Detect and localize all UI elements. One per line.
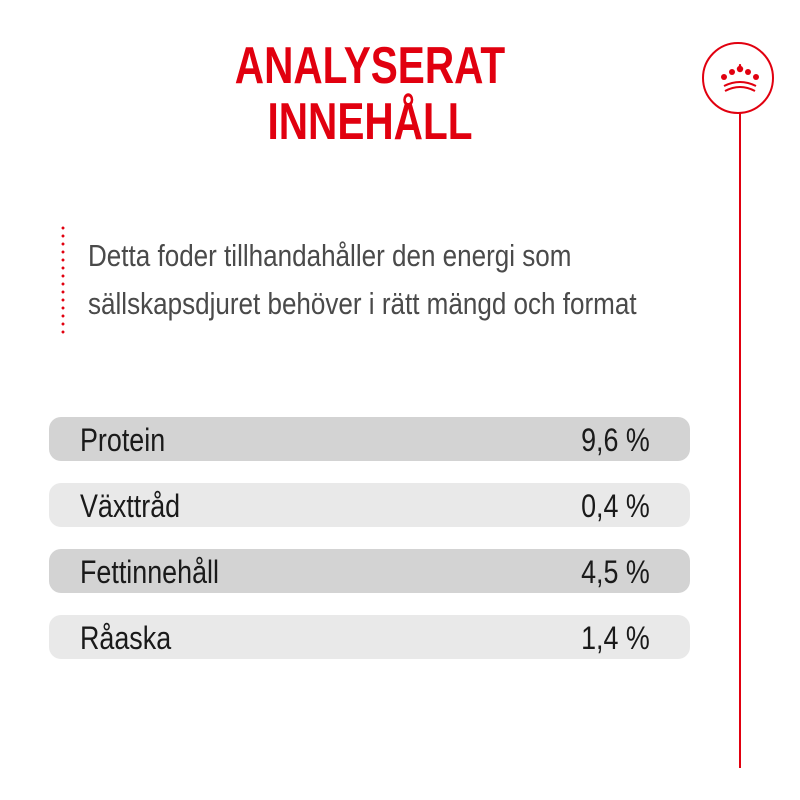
nutrient-label: Protein	[80, 422, 166, 458]
page-title: ANALYSERAT INNEHÅLL	[175, 38, 565, 150]
crown-icon	[721, 64, 759, 92]
intro-dotted-marker	[61, 224, 65, 334]
brand-divider-line	[739, 112, 741, 768]
nutrient-row-fat: Fettinnehåll 4,5 %	[49, 549, 690, 593]
intro-line-1: Detta foder tillhandahåller den energi s…	[88, 238, 572, 273]
title-line-1: ANALYSERAT	[234, 37, 506, 95]
brand-badge	[702, 42, 774, 114]
nutrient-label: Fettinnehåll	[80, 554, 219, 590]
nutrient-row-ash: Råaska 1,4 %	[49, 615, 690, 659]
title-line-2: INNEHÅLL	[267, 93, 473, 151]
nutrient-label: Växttråd	[80, 488, 181, 524]
nutrient-label: Råaska	[80, 620, 172, 656]
nutrient-row-fiber: Växttråd 0,4 %	[49, 483, 690, 527]
intro-line-2: sällskapsdjuret behöver i rätt mängd och…	[88, 286, 637, 321]
nutrient-value: 9,6 %	[581, 422, 650, 458]
nutrient-value: 4,5 %	[581, 554, 650, 590]
nutrient-value: 0,4 %	[581, 488, 650, 524]
nutrient-value: 1,4 %	[581, 620, 650, 656]
intro-text: Detta foder tillhandahåller den energi s…	[88, 232, 637, 328]
nutrient-row-protein: Protein 9,6 %	[49, 417, 690, 461]
nutrient-table: Protein 9,6 % Växttråd 0,4 % Fettinnehål…	[49, 417, 690, 681]
